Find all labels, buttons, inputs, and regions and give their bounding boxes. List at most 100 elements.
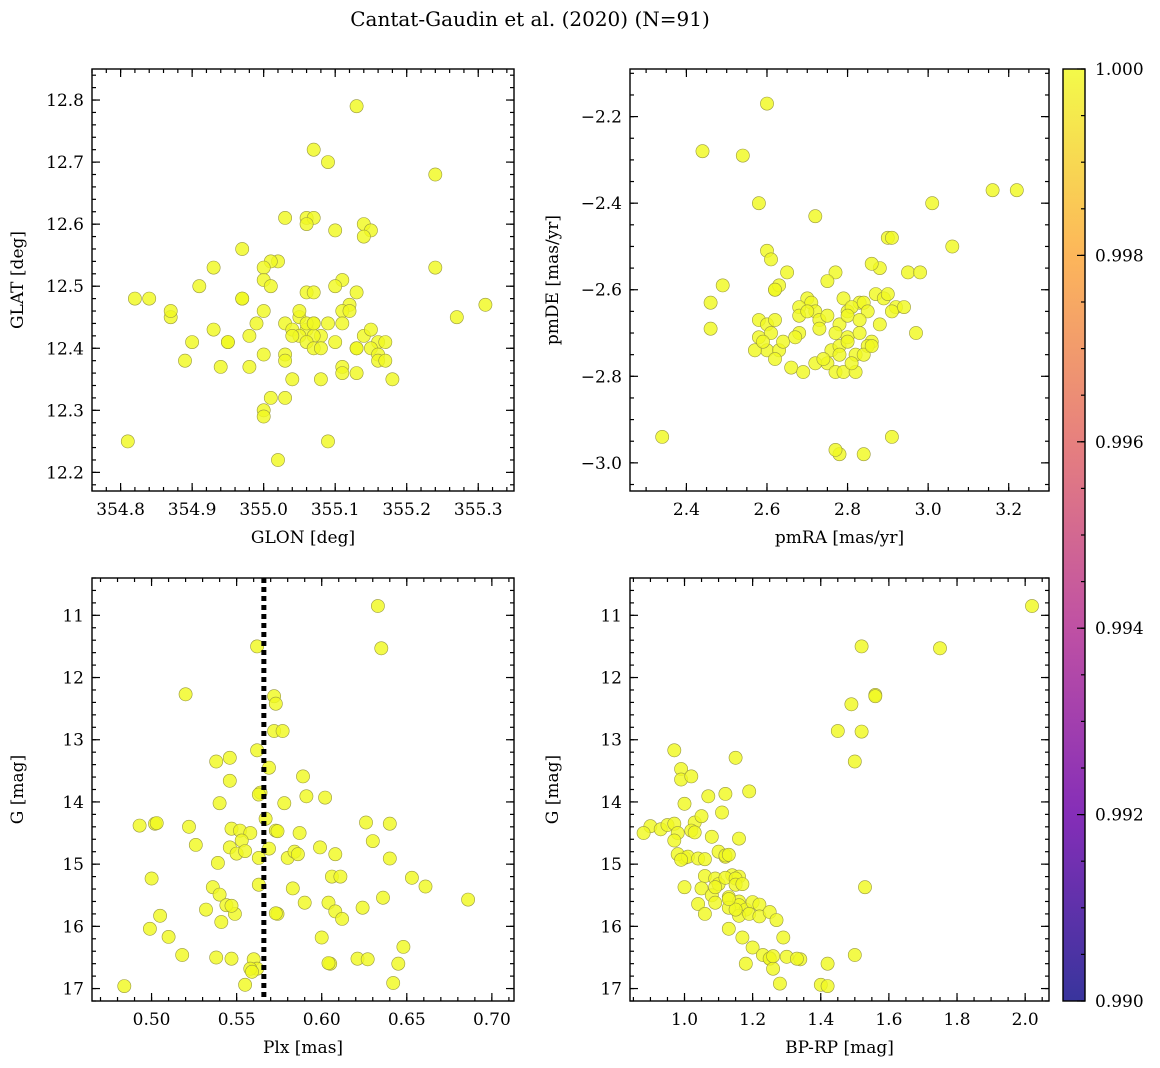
data-point xyxy=(185,335,199,349)
data-point xyxy=(328,279,343,294)
data-point xyxy=(478,297,493,312)
data-point xyxy=(945,239,960,254)
minor-ticks xyxy=(630,69,1050,491)
x-axis-label: GLON [deg] xyxy=(251,528,355,548)
data-point xyxy=(313,341,328,356)
axes-frame xyxy=(629,68,1050,492)
data-point xyxy=(256,347,271,362)
y-tick-label: 13 xyxy=(600,731,622,751)
data-point xyxy=(256,304,271,318)
figure-title: Cantat-Gaudin et al. (2020) (N=91) xyxy=(350,7,710,31)
data-point xyxy=(277,796,292,811)
x-tick-label: 355.0 xyxy=(239,500,288,520)
data-point xyxy=(812,321,827,336)
data-point xyxy=(238,844,252,858)
data-point xyxy=(820,308,835,323)
data-point xyxy=(142,921,157,936)
y-axis-label: GLAT [deg] xyxy=(8,231,28,329)
data-point xyxy=(735,930,750,945)
data-point xyxy=(209,950,224,965)
data-point xyxy=(356,229,371,244)
data-point xyxy=(396,940,411,954)
x-tick-label: 2.6 xyxy=(753,500,780,520)
data-point xyxy=(163,304,178,318)
data-point xyxy=(840,334,855,349)
y-tick-label: 14 xyxy=(600,793,622,813)
data-point xyxy=(117,979,132,993)
x-tick-label: 355.1 xyxy=(311,500,360,520)
data-point xyxy=(828,326,843,340)
y-tick-label: 11 xyxy=(62,606,84,626)
data-point xyxy=(386,976,401,990)
data-point xyxy=(856,347,871,362)
axes-frame xyxy=(91,577,515,1002)
data-point xyxy=(370,599,385,613)
data-point xyxy=(149,816,164,830)
data-point xyxy=(335,912,349,926)
data-point xyxy=(694,881,709,896)
data-point xyxy=(299,789,314,804)
y-tick-label: 12 xyxy=(62,669,84,689)
data-point xyxy=(268,696,283,711)
scatter-points xyxy=(120,99,493,467)
colorbar: 0.990 0.992 0.994 0.996 0.998 1.000 xyxy=(1062,60,1144,1012)
data-point xyxy=(856,447,871,462)
x-tick-label: 0.65 xyxy=(388,1010,426,1030)
data-point xyxy=(359,815,373,830)
data-point xyxy=(428,167,443,182)
data-point xyxy=(144,871,159,886)
data-point xyxy=(860,304,875,319)
data-point xyxy=(800,304,815,319)
data-point xyxy=(897,300,911,314)
data-point xyxy=(249,316,264,331)
panel-pmra-pmde: 2.4 2.6 2.8 3.0 3.2 −3.0 −2.8 −2.6 −2.4 −2.2 pmRA … xyxy=(543,68,1050,548)
x-tick-label: 354.8 xyxy=(96,500,145,520)
colorbar-gradient xyxy=(1063,69,1085,1001)
data-point xyxy=(206,260,221,275)
data-point xyxy=(684,769,699,784)
data-point xyxy=(142,291,157,306)
data-point xyxy=(703,295,718,310)
data-point xyxy=(235,242,250,256)
y-tick-label: 12.7 xyxy=(46,153,84,173)
data-point xyxy=(764,252,778,267)
data-point xyxy=(314,930,329,945)
y-tick-label: −2.4 xyxy=(581,194,622,214)
data-point xyxy=(840,308,855,323)
data-point xyxy=(222,773,237,788)
y-tick-label: −3.0 xyxy=(581,454,622,474)
data-point xyxy=(321,155,335,169)
x-tick-label: 1.0 xyxy=(671,1010,698,1030)
y-tick-label: −2.6 xyxy=(581,281,622,301)
data-point xyxy=(224,951,239,966)
data-point xyxy=(285,881,300,896)
minor-ticks xyxy=(91,69,514,491)
data-point xyxy=(224,898,239,913)
data-point xyxy=(885,230,899,245)
data-point xyxy=(271,453,285,467)
x-tick-label: 1.6 xyxy=(875,1010,902,1030)
data-point xyxy=(250,639,264,654)
data-point xyxy=(864,256,879,271)
data-point xyxy=(365,834,380,848)
data-point xyxy=(175,948,190,962)
data-point xyxy=(342,304,357,318)
data-point xyxy=(788,330,803,345)
y-tick-label: −2.8 xyxy=(581,367,622,387)
y-tick-label: 12.5 xyxy=(46,277,84,297)
data-point xyxy=(701,789,716,804)
data-point xyxy=(742,784,757,799)
data-point xyxy=(836,291,851,306)
colorbar-tick-label: 0.996 xyxy=(1095,433,1144,453)
data-point xyxy=(925,196,940,211)
y-tick-label: 12.6 xyxy=(46,215,84,235)
panel-plx-g: 0.50 0.55 0.60 0.65 0.70 11 12 13 14 15 16 17 Plx [m… xyxy=(8,577,515,1058)
data-point xyxy=(321,316,335,331)
data-point xyxy=(376,890,390,905)
data-point xyxy=(297,895,312,910)
colorbar-tick-label: 0.998 xyxy=(1095,246,1144,266)
axes-frame xyxy=(629,577,1050,1002)
data-point xyxy=(275,724,290,738)
data-point xyxy=(852,313,867,327)
data-point xyxy=(728,750,743,765)
